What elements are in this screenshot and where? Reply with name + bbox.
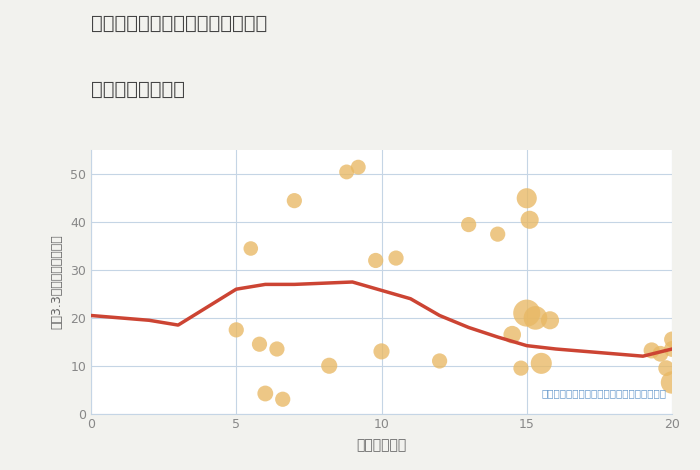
Point	[666, 336, 678, 343]
Point	[521, 195, 532, 202]
Point	[272, 345, 283, 353]
Point	[277, 395, 288, 403]
Point	[463, 221, 475, 228]
Text: 円の大きさは、取引のあった物件面積を示す: 円の大きさは、取引のあった物件面積を示す	[541, 388, 666, 398]
Text: 愛知県稲沢市祖父江町西鵜之本の: 愛知県稲沢市祖父江町西鵜之本の	[91, 14, 267, 33]
Point	[391, 254, 402, 262]
Point	[254, 340, 265, 348]
Point	[323, 362, 335, 369]
Point	[536, 360, 547, 367]
Point	[545, 316, 556, 324]
Point	[260, 390, 271, 397]
Point	[231, 326, 242, 334]
Point	[507, 331, 518, 338]
Point	[434, 357, 445, 365]
Point	[666, 345, 678, 353]
Point	[530, 314, 541, 321]
Point	[289, 197, 300, 204]
Point	[666, 379, 678, 386]
Point	[245, 245, 256, 252]
Point	[646, 347, 657, 354]
Text: 駅距離別土地価格: 駅距離別土地価格	[91, 80, 185, 99]
Point	[492, 230, 503, 238]
Point	[661, 364, 672, 372]
Y-axis label: 坪（3.3㎡）単価（万円）: 坪（3.3㎡）単価（万円）	[50, 235, 63, 329]
X-axis label: 駅距離（分）: 駅距離（分）	[356, 439, 407, 453]
Point	[341, 168, 352, 176]
Point	[515, 364, 526, 372]
Point	[524, 216, 536, 224]
Point	[521, 309, 532, 317]
Point	[370, 257, 382, 264]
Point	[353, 164, 364, 171]
Point	[654, 350, 666, 358]
Point	[376, 348, 387, 355]
